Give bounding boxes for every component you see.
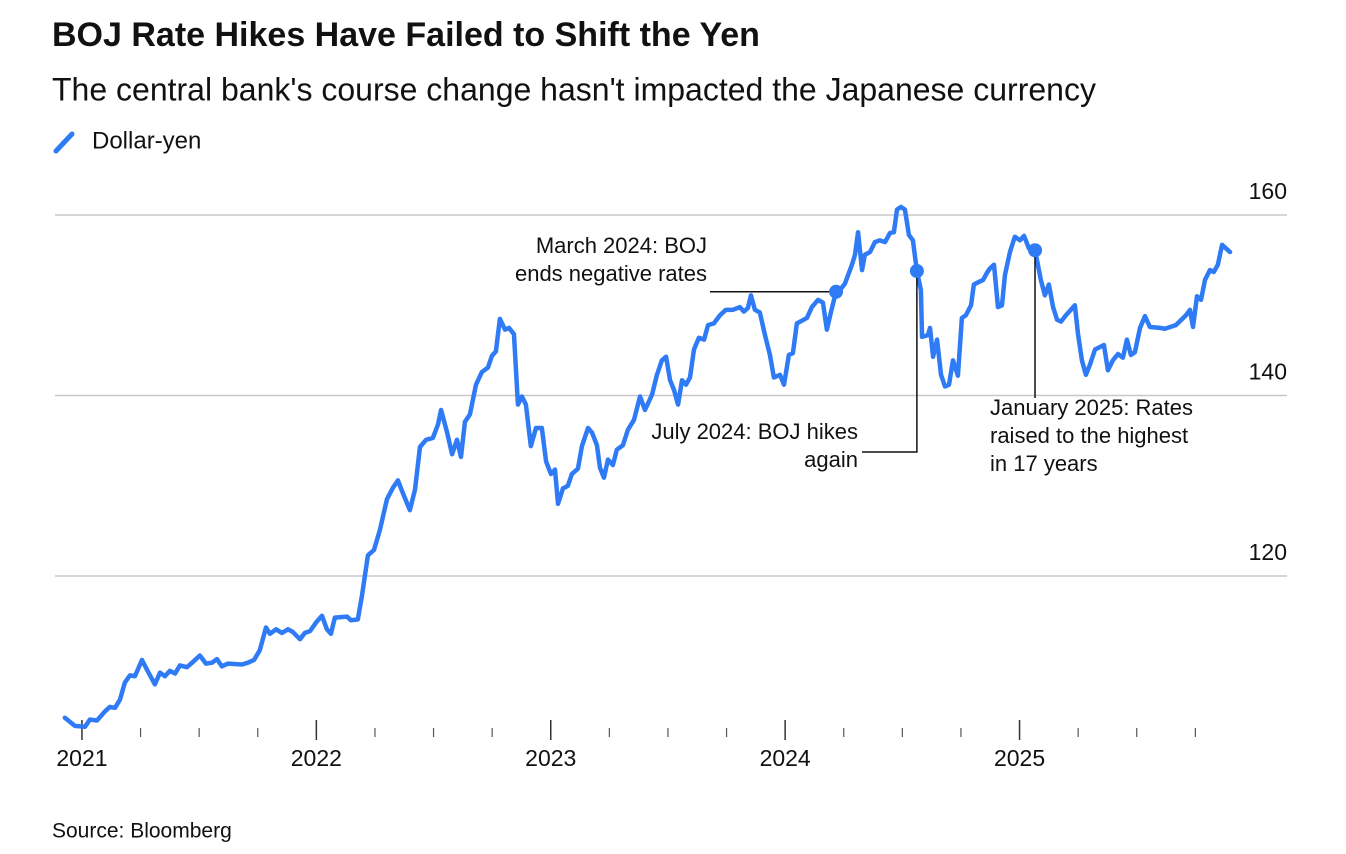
annotation-text: July 2024: BOJ hikes — [651, 419, 858, 444]
annotation-leader — [862, 271, 918, 453]
annotation-text: January 2025: Rates — [990, 395, 1193, 420]
y-tick-label: 120 — [1249, 539, 1287, 565]
x-tick-label: 2025 — [994, 745, 1045, 771]
annotation-dot — [909, 264, 924, 279]
annotation-dot — [829, 284, 844, 299]
annotation-text: ends negative rates — [515, 261, 707, 286]
x-tick-label: 2023 — [525, 745, 576, 771]
legend-swatch — [53, 131, 75, 154]
annotation-text: raised to the highest — [990, 423, 1188, 448]
x-tick-label: 2024 — [760, 745, 811, 771]
x-tick-label: 2021 — [56, 745, 107, 771]
annotation-text: March 2024: BOJ — [536, 233, 707, 258]
annotation-dot — [1028, 243, 1043, 258]
legend-label: Dollar-yen — [92, 127, 201, 154]
y-tick-label: 140 — [1249, 359, 1287, 385]
annotation-text: in 17 years — [990, 451, 1098, 476]
source-note: Source: Bloomberg — [52, 820, 232, 843]
y-tick-label: 160 — [1249, 178, 1287, 204]
chart-title: BOJ Rate Hikes Have Failed to Shift the … — [52, 16, 760, 54]
chart-subtitle: The central bank's course change hasn't … — [52, 71, 1096, 107]
x-tick-label: 2022 — [291, 745, 342, 771]
annotation-text: again — [804, 447, 858, 472]
